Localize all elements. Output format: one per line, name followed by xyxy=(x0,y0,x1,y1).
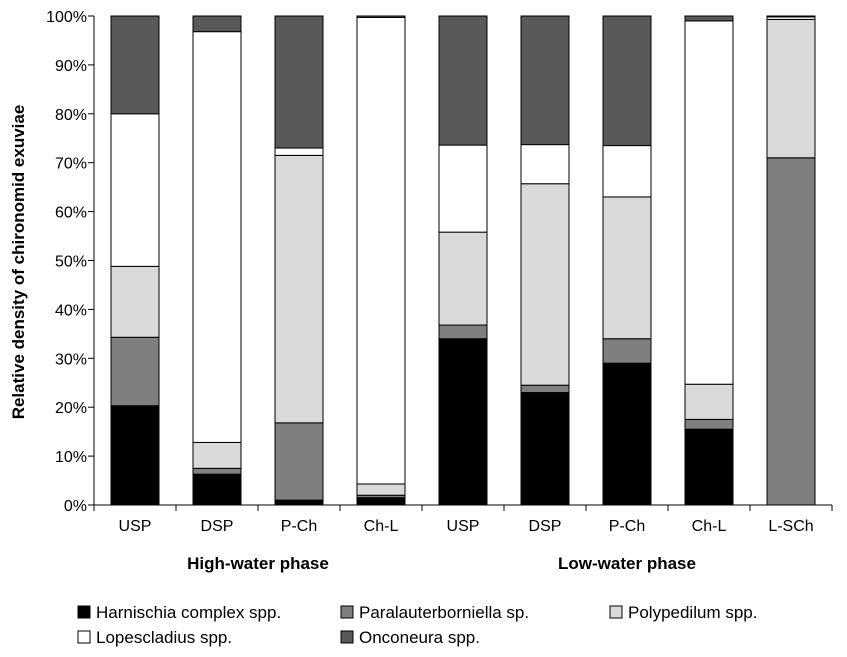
group-label: High-water phase xyxy=(187,554,329,573)
x-tick-label: Ch-L xyxy=(692,518,727,535)
bar-segment xyxy=(192,441,242,469)
bar-segment xyxy=(684,15,734,22)
group-label: Low-water phase xyxy=(558,554,696,573)
bar-segment xyxy=(274,422,324,501)
y-tick-label: 0% xyxy=(64,498,87,515)
y-tick-label: 20% xyxy=(55,400,87,417)
bar-segment xyxy=(520,15,570,146)
x-tick-label: P-Ch xyxy=(609,518,645,535)
bar-segment xyxy=(356,15,406,18)
bar-segment xyxy=(520,144,570,185)
legend-label: Polypedilum spp. xyxy=(628,603,757,622)
x-tick-label: USP xyxy=(119,518,152,535)
y-tick-label: 50% xyxy=(55,254,87,271)
legend-swatch xyxy=(609,605,623,619)
bar-segment xyxy=(602,338,652,364)
legend-swatch xyxy=(77,630,91,644)
bar-segment xyxy=(520,183,570,386)
y-axis-title: Relative density of chironomid exuviae xyxy=(9,105,28,420)
bar-segment xyxy=(110,405,160,506)
x-tick-label: L-SCh xyxy=(768,518,813,535)
bar-segment xyxy=(274,499,324,506)
bar-segment xyxy=(438,231,488,326)
legend-label: Harnischia complex spp. xyxy=(96,603,281,622)
bar-segment xyxy=(766,18,816,159)
y-tick-label: 10% xyxy=(55,449,87,466)
bar-segment xyxy=(602,145,652,198)
bar-segment xyxy=(192,15,242,33)
y-axis-ticks: 0% 10% 20% 30% 40% 50% 60% 70% 80% 90% 100% xyxy=(46,9,94,515)
y-tick-label: 60% xyxy=(55,205,87,222)
bar-segment xyxy=(684,428,734,506)
bar-segment xyxy=(438,324,488,340)
bar-segment xyxy=(192,473,242,506)
bar-segment xyxy=(274,15,324,149)
x-tick-label: DSP xyxy=(201,518,234,535)
bar-segment xyxy=(110,113,160,267)
bar-segment xyxy=(438,15,488,146)
group-labels: High-water phase Low-water phase xyxy=(187,554,696,573)
legend-swatch xyxy=(77,605,91,619)
x-tick-label: USP xyxy=(447,518,480,535)
x-tick-label: P-Ch xyxy=(281,518,317,535)
bar-segment xyxy=(110,336,160,407)
y-tick-label: 100% xyxy=(46,9,87,26)
x-tick-label: Ch-L xyxy=(364,518,399,535)
bar-segment xyxy=(520,384,570,394)
bar-segment xyxy=(766,157,816,506)
y-tick-label: 30% xyxy=(55,351,87,368)
y-tick-label: 70% xyxy=(55,156,87,173)
bar-segment xyxy=(684,20,734,385)
bar-segment xyxy=(438,338,488,506)
bar-segment xyxy=(356,497,406,506)
bar-segment xyxy=(110,15,160,115)
bar-segment xyxy=(356,483,406,496)
bar-segment xyxy=(602,15,652,147)
x-tick-label: DSP xyxy=(529,518,562,535)
bar-segment xyxy=(274,154,324,424)
bar-segment xyxy=(602,362,652,506)
legend: Harnischia complex spp. Paralauterborniel… xyxy=(77,603,757,647)
bar-segment xyxy=(438,144,488,233)
legend-label: Paralauterborniella sp. xyxy=(359,603,529,622)
bar-segment xyxy=(356,16,406,485)
legend-swatch xyxy=(340,630,354,644)
y-tick-label: 80% xyxy=(55,107,87,124)
bar-segment xyxy=(274,147,324,156)
bar-segment xyxy=(192,467,242,475)
bar-segment xyxy=(110,265,160,338)
y-tick-label: 40% xyxy=(55,302,87,319)
legend-label: Lopescladius spp. xyxy=(96,628,232,647)
bar-segment xyxy=(766,15,816,18)
bar-segment xyxy=(602,196,652,340)
x-axis-ticks: USP DSP P-Ch Ch-L USP DSP P-Ch Ch-L L-SCh xyxy=(93,505,833,535)
bar-segment xyxy=(520,392,570,506)
legend-swatch xyxy=(340,605,354,619)
bar-segment xyxy=(684,383,734,420)
y-tick-label: 90% xyxy=(55,58,87,75)
bar-segment xyxy=(192,31,242,443)
bars xyxy=(110,15,816,506)
bar-segment xyxy=(684,418,734,430)
legend-label: Onconeura spp. xyxy=(359,628,480,647)
